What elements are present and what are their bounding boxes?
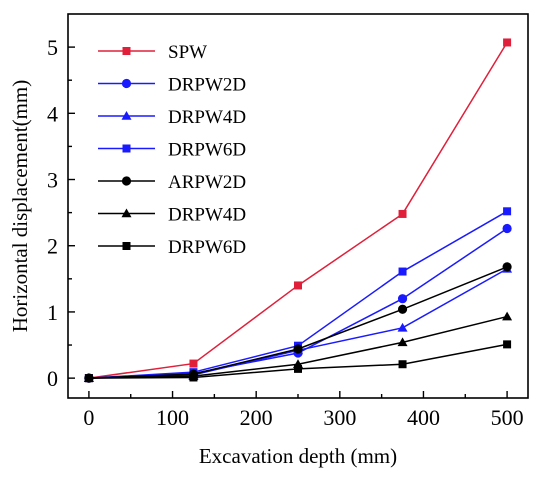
data-point <box>502 311 513 321</box>
y-tick-label: 0 <box>47 366 58 391</box>
data-point <box>503 340 512 349</box>
data-point <box>189 359 198 368</box>
legend-label: DRPW6D <box>168 140 246 161</box>
legend-item: DRPW4D <box>98 107 246 128</box>
legend-marker <box>121 78 132 89</box>
legend-item: DRPW2D <box>98 75 246 96</box>
series-2 <box>84 223 512 383</box>
series-1 <box>84 38 512 383</box>
legend-label: DRPW6D <box>168 237 246 258</box>
data-point <box>189 373 198 382</box>
series-layer <box>83 38 513 383</box>
legend-label: DRPW4D <box>168 205 246 226</box>
legend-item: DRPW4D <box>98 205 246 226</box>
plot-frame <box>67 13 529 399</box>
y-tick-label: 3 <box>47 168 58 193</box>
legend-marker <box>122 47 131 55</box>
x-axis-title: Excavation depth (mm) <box>199 444 397 468</box>
x-tick-label: 400 <box>407 405 440 430</box>
data-point <box>397 294 408 304</box>
legend-marker <box>122 144 131 153</box>
x-tick-label: 0 <box>83 405 94 430</box>
legend-marker <box>121 176 132 186</box>
legend-label: SPW <box>168 42 207 63</box>
x-tick-label: 200 <box>240 405 273 430</box>
y-tick-label: 4 <box>47 101 58 126</box>
data-point <box>502 262 512 272</box>
legend-item: DRPW6D <box>98 237 246 258</box>
legend-marker <box>122 242 131 250</box>
axes: 0 100 200 300 400 500 0 1 2 3 4 5 <box>47 13 529 430</box>
y-tick-label: 5 <box>47 35 58 60</box>
data-point <box>397 304 408 314</box>
legend-label: DRPW4D <box>168 107 246 128</box>
data-point <box>397 337 408 347</box>
x-tick-label: 500 <box>491 405 524 430</box>
legend-marker <box>121 111 132 120</box>
x-tick-label: 300 <box>323 405 356 430</box>
x-tick-label: 100 <box>156 405 189 430</box>
data-point <box>398 209 407 218</box>
data-point <box>397 322 408 332</box>
data-point <box>84 374 93 383</box>
data-point <box>502 223 512 234</box>
data-point <box>293 344 303 354</box>
legend-item: DRPW6D <box>98 140 246 161</box>
data-point <box>294 364 302 373</box>
data-point <box>398 267 407 276</box>
legend-marker <box>121 208 132 218</box>
legend-item: ARPW2D <box>98 172 246 193</box>
y-tick-label: 1 <box>47 300 58 325</box>
data-point <box>503 38 512 47</box>
data-point <box>294 281 302 290</box>
legend-label: DRPW2D <box>168 75 246 96</box>
legend-label: ARPW2D <box>168 172 246 193</box>
data-point <box>398 360 407 369</box>
y-tick-label: 2 <box>47 234 58 259</box>
data-point <box>503 207 512 216</box>
series-line <box>88 42 508 379</box>
y-axis-title: Horizontal displacement(mm) <box>8 80 32 333</box>
legend-item: SPW <box>98 42 207 63</box>
series-7 <box>84 340 512 383</box>
legend: SPW DRPW2D DRPW4D DRPW6D ARPW2D DRPW4D DRPW6D <box>98 42 246 258</box>
